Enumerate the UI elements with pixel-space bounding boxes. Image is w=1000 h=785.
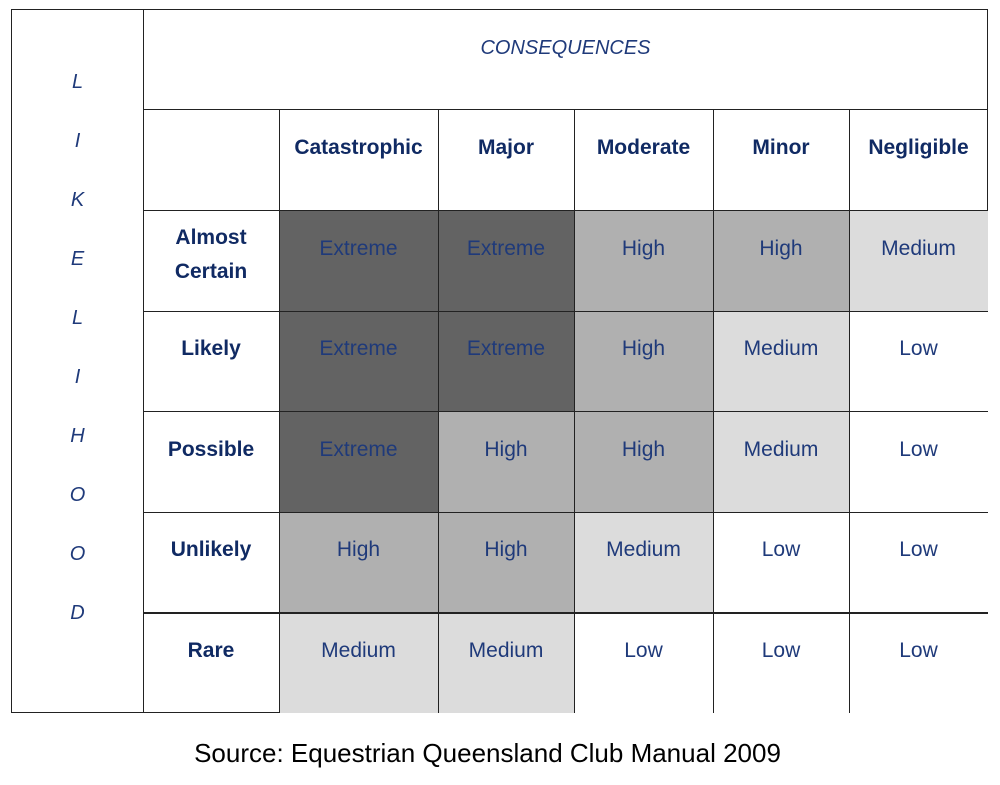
risk-cell: Low (849, 311, 988, 411)
likelihood-letter: E (70, 248, 85, 270)
risk-cell: High (713, 210, 849, 311)
likelihood-letter: D (70, 602, 85, 624)
risk-cell: High (574, 210, 713, 311)
grid-line (143, 512, 988, 513)
risk-matrix: L I K E L I H O O D CONSEQUENCES Almost Certain Ex… (11, 9, 988, 713)
likelihood-axis-label: L I K E L I H O O D (12, 10, 143, 712)
likelihood-letter: K (70, 189, 85, 211)
risk-cell: Medium (713, 311, 849, 411)
grid-line (143, 10, 144, 713)
likelihood-letter: I (74, 366, 81, 388)
consequences-title: CONSEQUENCES (480, 37, 651, 59)
risk-cell: Extreme (279, 411, 438, 512)
risk-cell: Medium (574, 512, 713, 612)
risk-cell: Medium (438, 612, 574, 713)
risk-cell: Low (713, 612, 849, 713)
risk-cell: Low (849, 612, 988, 713)
source-caption: Source: Equestrian Queensland Club Manua… (194, 738, 781, 768)
risk-cell: Low (574, 612, 713, 713)
column-header: Negligible (868, 135, 969, 159)
likelihood-letter: I (74, 130, 81, 152)
grid-line (143, 612, 988, 614)
likelihood-letter: O (69, 484, 86, 506)
risk-cell: Low (849, 512, 988, 612)
risk-cell: Extreme (279, 311, 438, 411)
column-header: Minor (752, 135, 810, 159)
grid-line (143, 210, 988, 211)
row-header: Likely (181, 337, 241, 360)
risk-cell: Medium (849, 210, 988, 311)
likelihood-letter: H (70, 425, 85, 447)
row-header: Almost Certain (174, 225, 248, 283)
grid-line (143, 411, 988, 412)
grid-line (143, 311, 988, 312)
risk-cell: Low (849, 411, 988, 512)
column-header: Moderate (596, 135, 691, 159)
risk-cell: Extreme (438, 311, 574, 411)
risk-cell: High (438, 512, 574, 612)
likelihood-letter: L (71, 307, 84, 329)
risk-cell: Extreme (438, 210, 574, 311)
row-header: Possible (167, 437, 255, 461)
row-header: Unlikely (170, 538, 252, 561)
risk-cell: Medium (713, 411, 849, 512)
column-header: Catastrophic (294, 135, 423, 159)
likelihood-letter: L (71, 71, 84, 93)
risk-cell: High (438, 411, 574, 512)
risk-cell: Medium (279, 612, 438, 713)
risk-cell: High (279, 512, 438, 612)
risk-cell: Extreme (279, 210, 438, 311)
likelihood-letter: O (69, 543, 86, 565)
row-header: Rare (187, 638, 235, 662)
risk-cell: High (574, 411, 713, 512)
grid-line (143, 109, 988, 110)
column-header: Major (477, 135, 534, 159)
risk-cell: High (574, 311, 713, 411)
risk-cell: Low (713, 512, 849, 612)
